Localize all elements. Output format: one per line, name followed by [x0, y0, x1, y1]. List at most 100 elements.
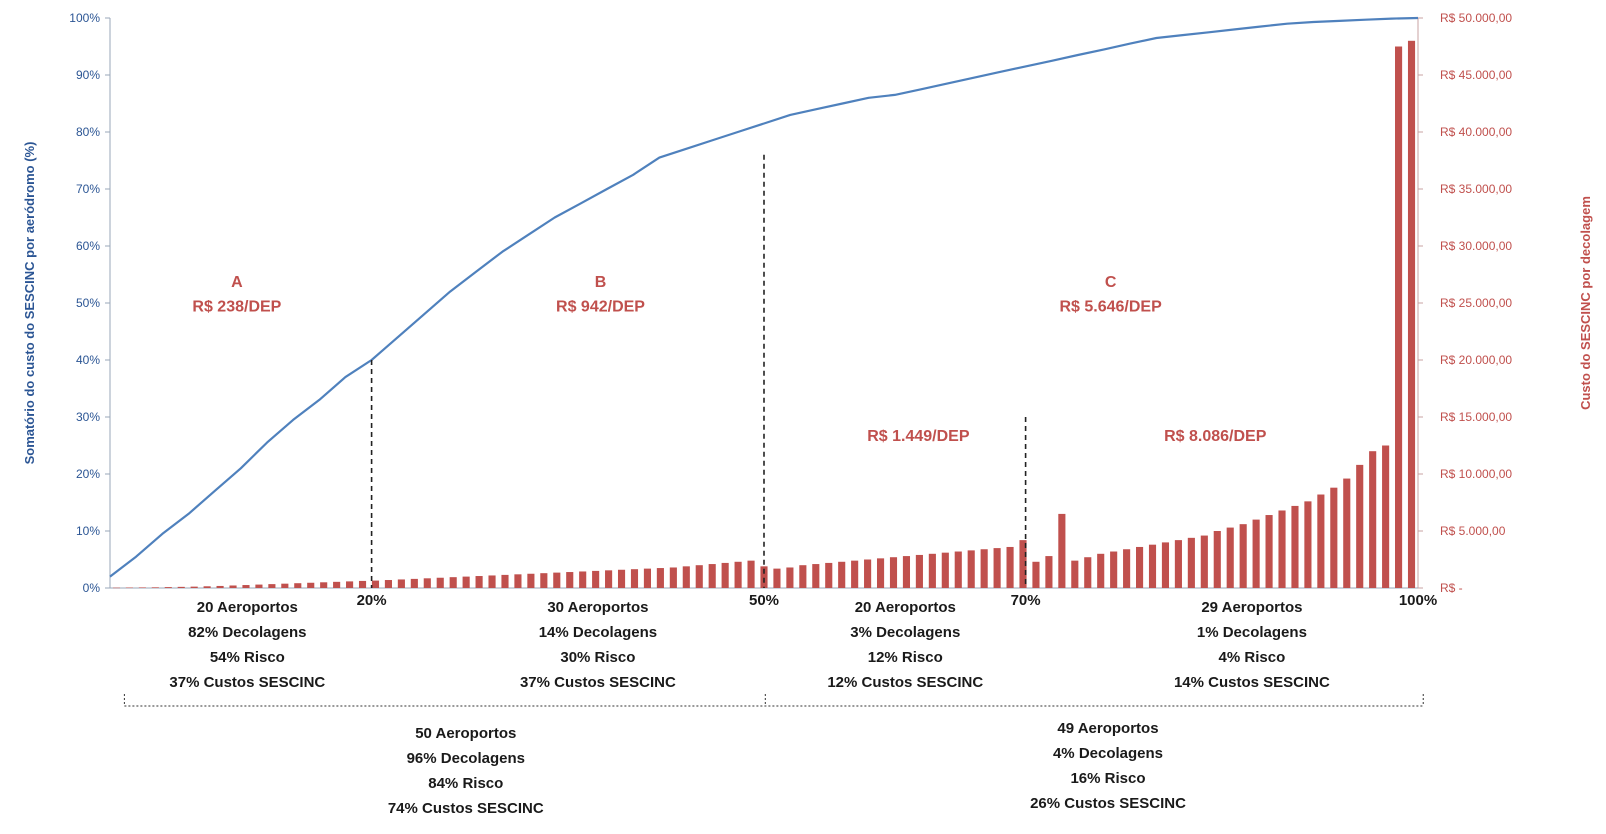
bar	[203, 586, 211, 588]
bar	[643, 568, 651, 588]
bar	[294, 583, 302, 588]
bar	[1006, 546, 1014, 588]
bar	[216, 585, 224, 588]
bar	[1174, 540, 1182, 588]
bar	[1291, 505, 1299, 588]
cumulative-line	[109, 16, 1419, 578]
bar	[475, 576, 483, 588]
right-tick-label: R$ 45.000,00	[1440, 68, 1512, 82]
bar	[1356, 464, 1364, 588]
bar-series	[112, 40, 1416, 589]
left-tick-label: 20%	[76, 467, 100, 481]
left-tick-label: 70%	[76, 182, 100, 196]
bar	[1395, 46, 1403, 588]
bar	[268, 584, 276, 588]
bar	[954, 551, 962, 588]
bar	[786, 567, 794, 588]
left-tick-label: 50%	[76, 296, 100, 310]
left-tick-label: 10%	[76, 524, 100, 538]
bar	[1058, 513, 1066, 588]
right-tick-label: R$ 10.000,00	[1440, 467, 1512, 481]
bar	[371, 580, 380, 588]
bar	[320, 582, 328, 588]
bar	[333, 581, 341, 588]
x-tick-label: 100%	[1399, 592, 1437, 609]
total-summary-line: 49 Aeroportos	[1057, 720, 1158, 737]
bar	[255, 584, 263, 588]
right-tick-label: R$ 40.000,00	[1440, 125, 1512, 139]
left-tick-label: 90%	[76, 68, 100, 82]
bar	[1369, 451, 1377, 588]
zone-cost: R$ 238/DEP	[192, 299, 281, 316]
bar	[462, 576, 470, 588]
bar	[138, 587, 146, 588]
bar	[488, 575, 496, 588]
total-summary-line: 50 Aeroportos	[415, 725, 516, 742]
sub-zone-cost: R$ 1.449/DEP	[867, 428, 970, 445]
right-tick-label: R$ 50.000,00	[1440, 11, 1512, 25]
bar	[889, 557, 898, 588]
bar	[1226, 527, 1234, 588]
bar	[592, 570, 600, 588]
group-summary-line: 20 Aeroportos	[197, 599, 298, 616]
right-tick-label: R$ 25.000,00	[1440, 296, 1512, 310]
bar	[617, 569, 626, 588]
bar	[669, 567, 677, 588]
bar	[1110, 551, 1118, 588]
sub-zone-cost: R$ 8.086/DEP	[1164, 428, 1267, 445]
x-tick-label: 50%	[749, 592, 779, 609]
bar	[281, 583, 289, 588]
bar	[708, 564, 716, 588]
total-summary-line: 26% Custos SESCINC	[1030, 795, 1186, 812]
zone-cost: R$ 5.646/DEP	[1059, 299, 1162, 316]
zone-letter: A	[231, 274, 243, 291]
group-summary-line: 20 Aeroportos	[855, 599, 956, 616]
bar	[579, 571, 587, 588]
bar	[1407, 40, 1416, 589]
x-tick-label: 20%	[357, 592, 387, 609]
bar	[928, 553, 936, 588]
bar	[967, 550, 975, 588]
total-summary-line: 16% Risco	[1070, 770, 1145, 787]
bar	[799, 565, 807, 588]
bar	[721, 562, 729, 588]
bar	[410, 578, 418, 588]
group-summary-line: 3% Decolagens	[850, 624, 960, 641]
bar	[864, 559, 872, 588]
group-summary-line: 14% Decolagens	[539, 624, 657, 641]
left-axis-title: Somatório do custo do SESCINC por aeródr…	[22, 142, 37, 465]
group-summary-line: 30% Risco	[560, 649, 635, 666]
bar	[682, 566, 690, 588]
bar	[1265, 515, 1273, 588]
bar	[876, 558, 885, 588]
right-axis-title: Custo do SESCINC por decolagem	[1578, 196, 1593, 410]
bar	[1252, 519, 1260, 588]
bar	[358, 580, 367, 588]
left-tick-label: 0%	[83, 581, 101, 595]
bar	[384, 580, 392, 588]
x-tick-label: 70%	[1011, 592, 1041, 609]
bar	[1136, 546, 1144, 588]
total-summary-line: 74% Custos SESCINC	[388, 800, 544, 817]
bar	[423, 578, 431, 588]
bar	[125, 587, 133, 589]
right-tick-label: R$ 30.000,00	[1440, 239, 1512, 253]
bar	[605, 570, 613, 588]
bar	[747, 560, 755, 588]
bar	[1084, 557, 1092, 588]
bar	[980, 549, 988, 588]
bar	[825, 562, 833, 588]
right-tick-label: R$ 35.000,00	[1440, 182, 1512, 196]
bar	[514, 574, 522, 588]
left-tick-label: 60%	[76, 239, 100, 253]
right-tick-label: R$ 15.000,00	[1440, 410, 1512, 424]
bar	[1278, 510, 1286, 588]
left-tick-label: 40%	[76, 353, 100, 367]
bar	[941, 552, 949, 588]
bar	[553, 572, 561, 588]
bar	[993, 548, 1001, 588]
chart-labels: 0%10%20%30%40%50%60%70%80%90%100%R$ -R$ …	[22, 11, 1593, 817]
bar	[656, 568, 664, 588]
bar	[773, 568, 781, 588]
bar	[501, 574, 509, 588]
